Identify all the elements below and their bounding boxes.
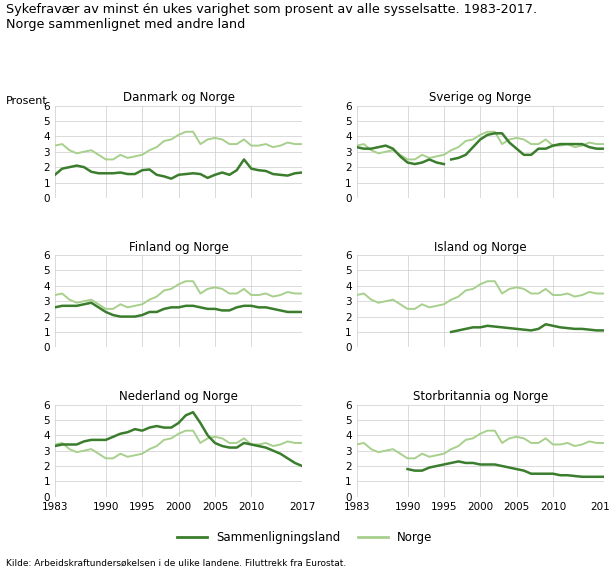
Title: Finland og Norge: Finland og Norge <box>129 241 228 254</box>
Text: Sykefravær av minst én ukes varighet som prosent av alle sysselsatte. 1983-2017.: Sykefravær av minst én ukes varighet som… <box>6 3 537 31</box>
Text: Kilde: Arbeidskraftundersøkelsen i de ulike landene. Filuttrekk fra Eurostat.: Kilde: Arbeidskraftundersøkelsen i de ul… <box>6 559 346 568</box>
Legend: Sammenligningsland, Norge: Sammenligningsland, Norge <box>173 526 437 549</box>
Text: Prosent: Prosent <box>6 96 48 106</box>
Title: Storbritannia og Norge: Storbritannia og Norge <box>412 391 548 403</box>
Title: Island og Norge: Island og Norge <box>434 241 526 254</box>
Title: Nederland og Norge: Nederland og Norge <box>119 391 238 403</box>
Title: Sverige og Norge: Sverige og Norge <box>429 91 531 104</box>
Title: Danmark og Norge: Danmark og Norge <box>123 91 235 104</box>
